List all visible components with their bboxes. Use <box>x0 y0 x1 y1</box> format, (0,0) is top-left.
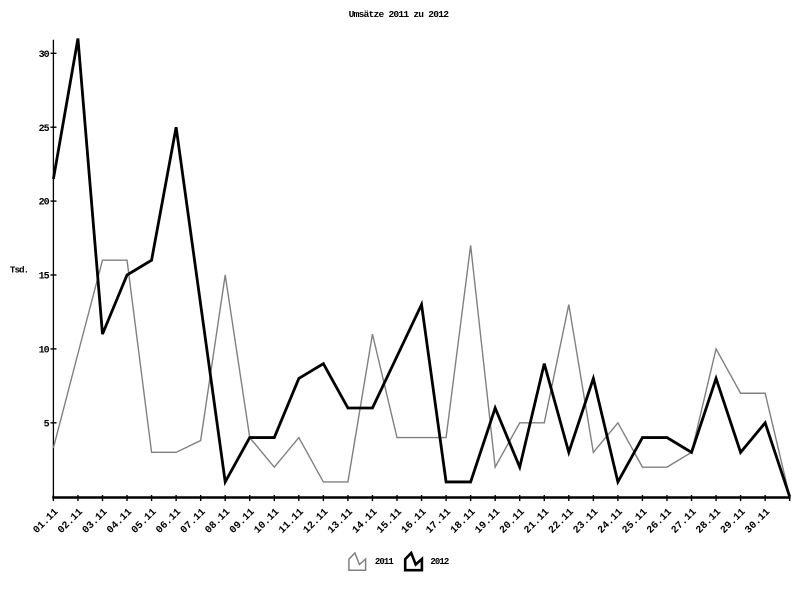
svg-text:30: 30 <box>39 50 50 61</box>
svg-text:Umsätze 2011 zu 2012: Umsätze 2011 zu 2012 <box>349 9 450 20</box>
svg-text:10: 10 <box>39 346 50 357</box>
svg-text:15: 15 <box>39 272 50 283</box>
svg-text:2011: 2011 <box>375 557 395 567</box>
svg-text:5: 5 <box>44 419 50 430</box>
svg-text:25: 25 <box>39 124 50 135</box>
svg-text:Tsd.: Tsd. <box>10 264 28 275</box>
svg-text:20: 20 <box>39 198 50 209</box>
svg-text:2012: 2012 <box>430 557 449 567</box>
